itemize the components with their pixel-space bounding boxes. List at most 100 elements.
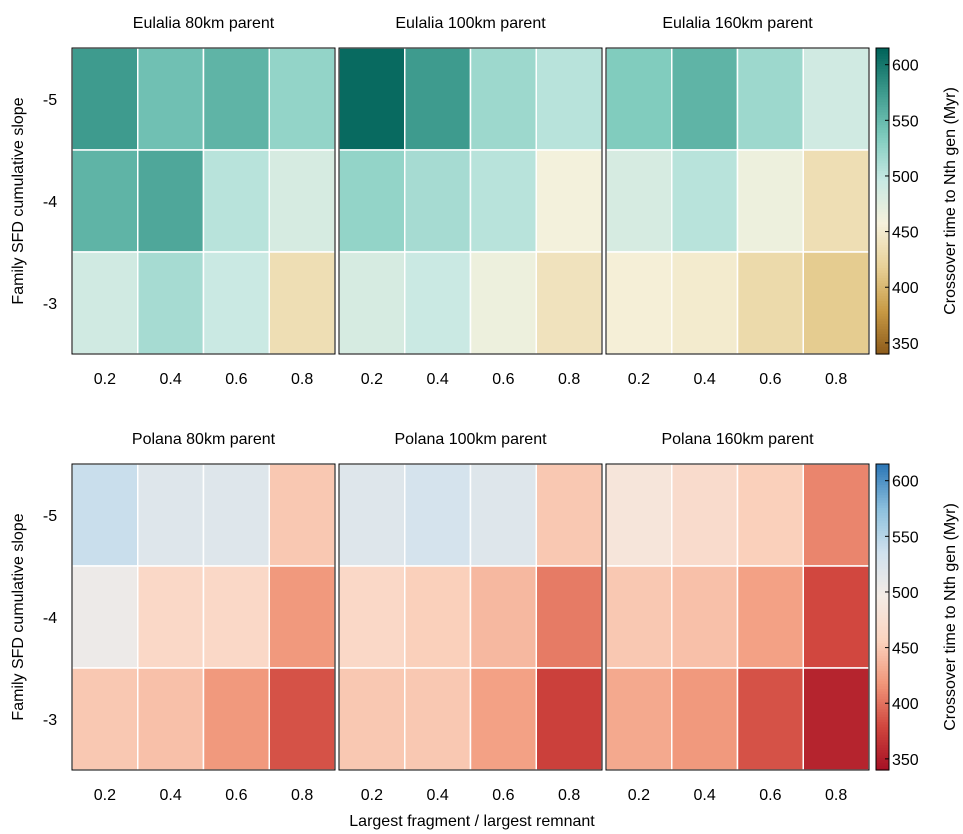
colorbar-segment bbox=[876, 129, 889, 133]
colorbar-segment bbox=[876, 555, 889, 559]
heatmap-cell bbox=[404, 565, 472, 669]
colorbar-segment bbox=[876, 150, 889, 154]
colorbar-segment bbox=[876, 629, 889, 633]
colorbar-segment bbox=[876, 752, 889, 756]
heatmap-cell bbox=[137, 463, 205, 567]
colorbar-segment bbox=[876, 60, 889, 64]
colorbar-segment bbox=[876, 244, 889, 248]
y-tick-label: -4 bbox=[43, 610, 57, 627]
heatmap-cell bbox=[736, 251, 804, 355]
heatmap-cell bbox=[605, 667, 673, 771]
colorbar-segment bbox=[876, 619, 889, 623]
colorbar-segment bbox=[876, 749, 889, 753]
colorbar-segment bbox=[876, 744, 889, 748]
x-tick-label: 0.2 bbox=[361, 371, 383, 388]
colorbar-segment bbox=[876, 657, 889, 661]
colorbar-segment bbox=[876, 729, 889, 733]
heatmap-cell bbox=[202, 565, 270, 669]
x-tick-label: 0.6 bbox=[225, 371, 247, 388]
heatmap-cell bbox=[605, 149, 673, 253]
colorbar-segment bbox=[876, 492, 889, 496]
heatmap-cell bbox=[605, 47, 673, 151]
x-tick-label: 0.4 bbox=[427, 787, 449, 804]
heatmap-cell bbox=[802, 149, 870, 253]
colorbar-segment bbox=[876, 543, 889, 547]
heatmap-cell bbox=[268, 149, 336, 253]
colorbar-segment bbox=[876, 68, 889, 72]
colorbar-tick-label: 500 bbox=[892, 169, 919, 186]
colorbar-segment bbox=[876, 142, 889, 146]
heatmap-cell bbox=[202, 463, 270, 567]
heatmap-cell bbox=[535, 463, 603, 567]
colorbar-segment bbox=[876, 152, 889, 156]
colorbar-segment bbox=[876, 537, 889, 542]
panel-title: Polana 80km parent bbox=[132, 431, 276, 448]
colorbar-segment bbox=[876, 226, 889, 230]
colorbar-segment bbox=[876, 627, 889, 631]
colorbar-segment bbox=[876, 476, 889, 480]
x-tick-label: 0.8 bbox=[558, 371, 580, 388]
colorbar-segment bbox=[876, 195, 889, 200]
colorbar-segment bbox=[876, 175, 889, 179]
heatmap-cell bbox=[671, 149, 739, 253]
colorbar-segment bbox=[876, 172, 889, 177]
x-tick-label: 0.8 bbox=[291, 371, 313, 388]
colorbar-segment bbox=[876, 553, 889, 557]
colorbar-segment bbox=[876, 484, 889, 488]
colorbar-segment bbox=[876, 127, 889, 131]
colorbar: 350 400 450 500 550 600 Crossover time to Nth … bbox=[875, 47, 959, 355]
y-axis-label: Family SFD cumulative slope bbox=[10, 513, 27, 720]
colorbar-segment bbox=[876, 170, 889, 174]
colorbar-segment bbox=[876, 499, 889, 503]
colorbar-segment bbox=[876, 178, 889, 182]
colorbar-segment bbox=[876, 762, 889, 766]
heatmap-cell bbox=[202, 251, 270, 355]
colorbar-segment bbox=[876, 116, 889, 120]
colorbar-segment bbox=[876, 132, 889, 136]
colorbar-segment bbox=[876, 328, 889, 332]
colorbar-segment bbox=[876, 218, 889, 222]
heatmap-cell bbox=[535, 149, 603, 253]
x-axis-label: Largest fragment / largest remnant bbox=[349, 813, 595, 830]
colorbar-segment bbox=[876, 639, 889, 644]
colorbar-segment bbox=[876, 617, 889, 621]
colorbar-segment bbox=[876, 576, 889, 580]
colorbar-segment bbox=[876, 532, 889, 536]
x-tick-label: 0.6 bbox=[759, 371, 781, 388]
colorbar-segment bbox=[876, 685, 889, 689]
colorbar-segment bbox=[876, 489, 889, 493]
x-tick-label: 0.2 bbox=[628, 787, 650, 804]
colorbar-segment bbox=[876, 249, 889, 253]
colorbar-segment bbox=[876, 757, 889, 761]
colorbar-segment bbox=[876, 466, 889, 470]
heatmap-panel: Polana 160km parent 0.2 0.4 0.6 0.8 bbox=[605, 431, 870, 804]
colorbar-segment bbox=[876, 198, 889, 202]
colorbar-segment bbox=[876, 652, 889, 656]
colorbar-segment bbox=[876, 155, 889, 159]
x-tick-label: 0.4 bbox=[694, 787, 716, 804]
heatmap-cell bbox=[736, 463, 804, 567]
y-tick-label: -4 bbox=[43, 194, 57, 211]
x-tick-label: 0.4 bbox=[160, 787, 182, 804]
colorbar-segment bbox=[876, 701, 889, 705]
colorbar-segment bbox=[876, 208, 889, 212]
colorbar-segment bbox=[876, 764, 889, 769]
panel-title: Eulalia 80km parent bbox=[133, 15, 275, 32]
colorbar-segment bbox=[876, 668, 889, 672]
colorbar-segment bbox=[876, 239, 889, 243]
colorbar-segment bbox=[876, 622, 889, 626]
colorbar-segment bbox=[876, 183, 889, 187]
colorbar-segment bbox=[876, 611, 889, 616]
colorbar-segment bbox=[876, 662, 889, 667]
colorbar-segment bbox=[876, 287, 889, 291]
colorbar-segment bbox=[876, 545, 889, 549]
x-tick-label: 0.6 bbox=[492, 371, 514, 388]
colorbar-tick-label: 600 bbox=[892, 474, 919, 491]
colorbar-segment bbox=[876, 262, 889, 266]
colorbar-segment bbox=[876, 144, 889, 149]
colorbar-segment bbox=[876, 333, 889, 337]
colorbar-segment bbox=[876, 693, 889, 697]
heatmap-panel: Polana 100km parent 0.2 0.4 0.6 0.8 bbox=[338, 431, 603, 804]
colorbar-segment bbox=[876, 167, 889, 171]
colorbar-segment bbox=[876, 338, 889, 342]
